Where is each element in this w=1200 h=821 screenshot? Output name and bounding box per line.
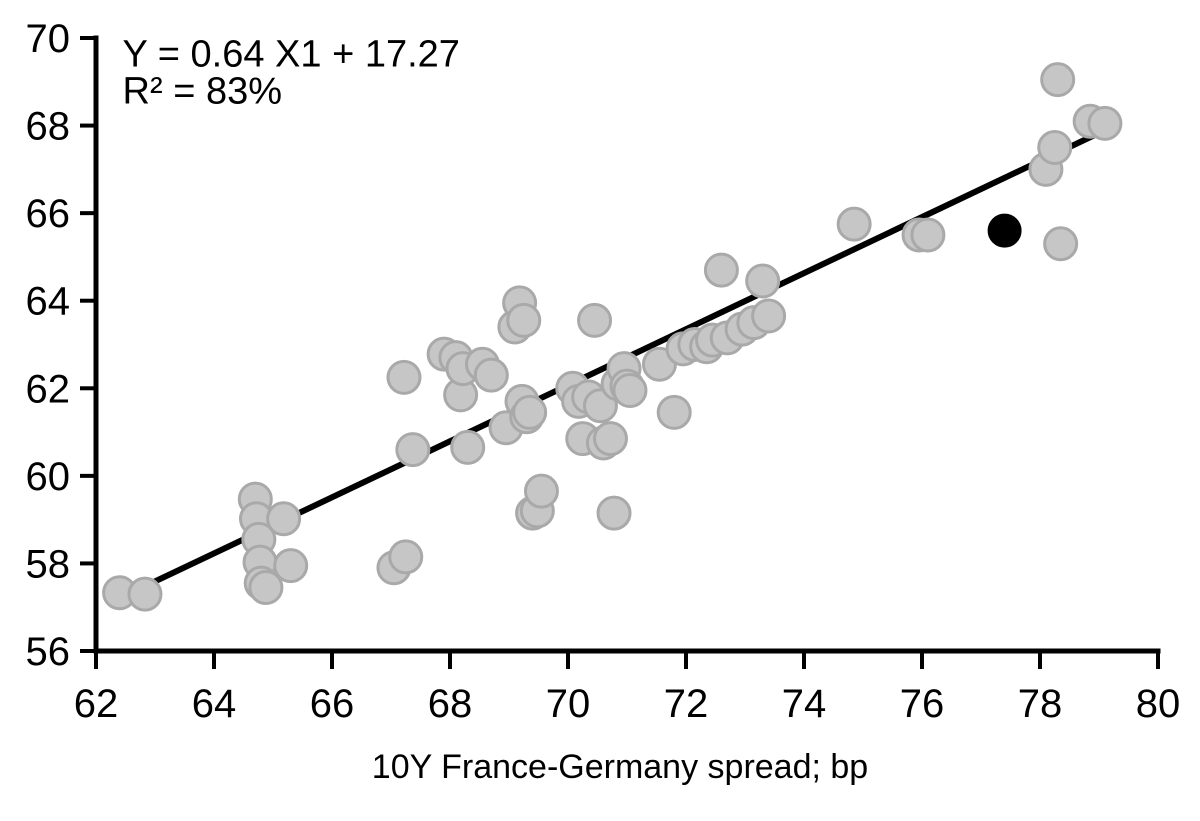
data-point xyxy=(656,394,692,430)
data-point xyxy=(127,576,163,612)
x-tick-label: 68 xyxy=(428,682,473,726)
regression-equation: Y = 0.64 X1 + 17.27 xyxy=(123,33,460,75)
data-point xyxy=(745,263,781,299)
data-point xyxy=(450,429,486,465)
data-point xyxy=(910,217,946,253)
data-point xyxy=(512,394,548,430)
y-tick-label: 68 xyxy=(26,105,71,149)
axis-tick-marks xyxy=(80,36,1160,669)
data-point xyxy=(596,495,632,531)
data-point xyxy=(703,252,739,288)
x-tick-label: 70 xyxy=(546,682,591,726)
data-point xyxy=(836,206,872,242)
data-points xyxy=(102,62,1123,612)
x-tick-label: 76 xyxy=(900,682,945,726)
data-point xyxy=(473,357,509,393)
data-point xyxy=(273,548,309,584)
x-tick-label: 78 xyxy=(1018,682,1063,726)
data-point xyxy=(266,501,302,537)
data-point xyxy=(523,473,559,509)
y-axis-tick-labels: 56 58 60 62 64 66 68 70 xyxy=(26,17,71,674)
x-axis-title: 10Y France-Germany spread; bp xyxy=(372,748,868,786)
highlighted-data-point xyxy=(987,213,1022,248)
data-point xyxy=(1043,226,1079,262)
data-point xyxy=(248,570,284,606)
y-tick-label: 62 xyxy=(26,367,71,411)
y-tick-label: 66 xyxy=(26,192,71,236)
y-tick-label: 58 xyxy=(26,542,71,586)
y-tick-label: 70 xyxy=(26,17,71,61)
x-axis-tick-labels: 62 64 66 68 70 72 74 76 78 80 xyxy=(74,682,1181,726)
y-tick-label: 56 xyxy=(26,630,71,674)
data-point xyxy=(751,298,787,334)
y-tick-label: 60 xyxy=(26,455,71,499)
data-point xyxy=(1037,129,1073,165)
x-tick-label: 72 xyxy=(664,682,709,726)
data-point xyxy=(386,359,422,395)
data-point xyxy=(395,432,431,468)
highlighted-point xyxy=(987,213,1022,248)
y-tick-label: 64 xyxy=(26,280,71,324)
data-point xyxy=(1087,105,1123,141)
x-tick-label: 80 xyxy=(1136,682,1181,726)
x-tick-label: 62 xyxy=(74,682,119,726)
data-point xyxy=(612,372,648,408)
data-point xyxy=(506,302,542,338)
x-tick-label: 64 xyxy=(192,682,237,726)
x-tick-label: 74 xyxy=(782,682,827,726)
data-point xyxy=(592,421,628,457)
data-point xyxy=(1040,62,1076,98)
r-squared: R² = 83% xyxy=(123,71,282,113)
data-point xyxy=(577,302,613,338)
data-point xyxy=(388,539,424,575)
x-tick-label: 66 xyxy=(310,682,355,726)
axis-lines xyxy=(93,35,1161,654)
